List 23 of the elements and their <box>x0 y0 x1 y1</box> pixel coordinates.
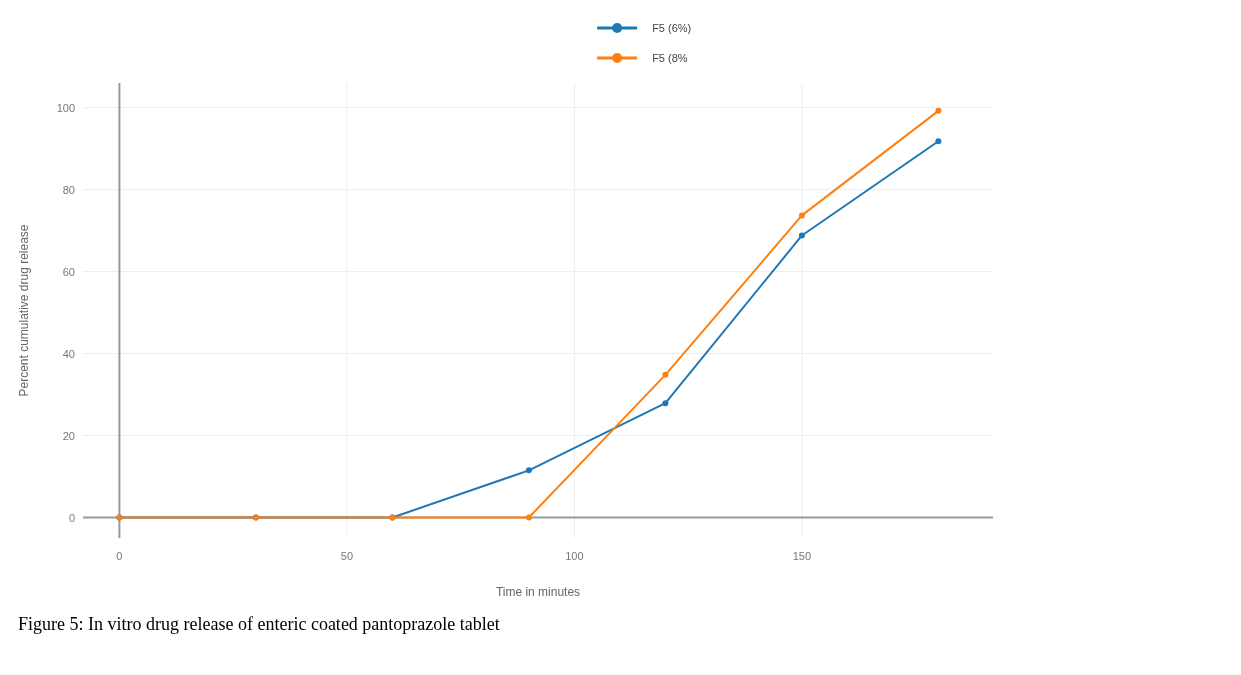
y-tick-label: 100 <box>56 101 75 114</box>
y-tick-label: 60 <box>62 265 75 278</box>
x-tick-label: 150 <box>792 550 812 562</box>
point <box>935 107 942 114</box>
y-tick-label: 20 <box>62 429 75 442</box>
legend-label: F5 (8% <box>652 52 688 64</box>
legend-label: F5 (6%) <box>652 22 692 34</box>
x-axis-title: Time in minutes <box>495 585 581 599</box>
point <box>798 212 805 219</box>
point <box>662 400 669 407</box>
point <box>935 138 942 145</box>
x-tick-label: 0 <box>116 550 123 562</box>
y-tick-label: 0 <box>68 511 75 524</box>
point <box>525 467 532 474</box>
point <box>798 232 805 239</box>
y-tick-label: 40 <box>62 347 75 360</box>
caption: Figure 5: In vitro drug release of enteric coated pantoprazole tablet <box>18 614 500 634</box>
point <box>525 514 532 521</box>
x-tick-label: 100 <box>565 550 584 562</box>
y-axis-title: Percent cumulative drug release <box>17 224 31 397</box>
y-tick-label: 80 <box>62 183 75 196</box>
x-tick-label: 50 <box>340 550 354 562</box>
point <box>662 371 669 378</box>
